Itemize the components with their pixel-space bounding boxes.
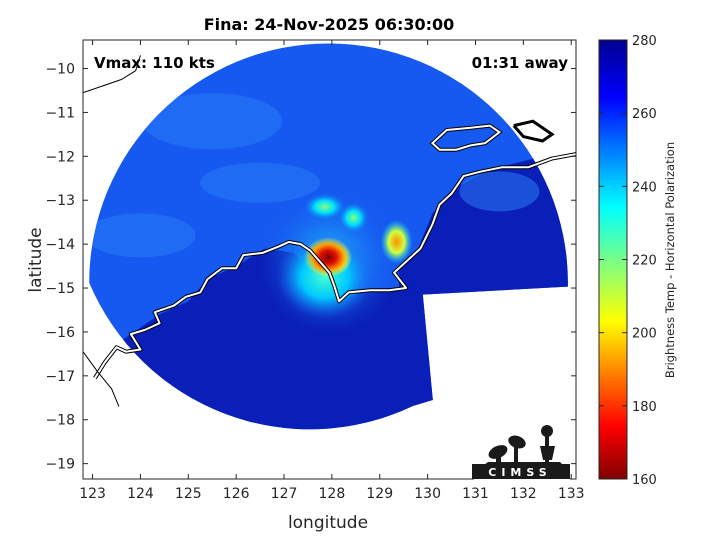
cimss-logo-text: CIMSS	[488, 466, 551, 479]
y-tick-label: −18	[45, 413, 75, 429]
colorbar-tick-label: 240	[632, 180, 657, 195]
timor-outline	[83, 55, 141, 94]
x-tick-label: 129	[366, 486, 393, 502]
colorbar-tick-label: 180	[632, 400, 657, 415]
colorbar-tick-label: 200	[632, 327, 657, 342]
y-tick-label: −12	[45, 149, 75, 165]
storm-features	[259, 189, 413, 334]
colorbar-tick-label: 160	[632, 473, 657, 488]
coastline	[83, 55, 576, 407]
x-tick-label: 132	[510, 486, 537, 502]
colorbar-tick-label: 280	[632, 34, 657, 49]
y-tick-label: −15	[45, 281, 75, 297]
y-tick-label: −13	[45, 193, 75, 209]
coastline-main	[94, 153, 576, 379]
y-tick-label: −14	[45, 237, 75, 253]
x-tick-label: 124	[127, 486, 154, 502]
y-tick-label: −10	[45, 62, 75, 78]
storm-eyewall	[304, 237, 353, 278]
time-away-annotation: 01:31 away	[472, 54, 569, 72]
y-axis-label: latitude	[26, 227, 46, 292]
colorbar-tick-label: 220	[632, 254, 657, 269]
x-axis: 123 124 125 126 127 128 129 130 131 132 133	[79, 40, 585, 502]
colorbar-tick-label: 260	[632, 107, 657, 122]
x-tick-label: 127	[271, 486, 298, 502]
ocean-texture	[89, 93, 540, 258]
x-axis-label: longitude	[288, 513, 368, 533]
colorbar: 280 260 240 220 200 180 160 Brightness Temp - …	[598, 34, 677, 488]
storm-rainband-north	[302, 192, 347, 221]
y-tick-label: −16	[45, 325, 75, 341]
x-tick-label: 128	[319, 486, 346, 502]
x-tick-label: 125	[175, 486, 202, 502]
island-outline-east	[512, 119, 555, 143]
colorbar-label: Brightness Temp - Horizontal Polarizatio…	[663, 142, 677, 378]
y-tick-label: −11	[45, 105, 75, 121]
colorbar-ticks: 280 260 240 220 200 180 160	[599, 34, 657, 488]
wa-coast-outline	[83, 351, 120, 407]
y-tick-label: −19	[45, 457, 75, 473]
x-tick-label: 133	[558, 486, 585, 502]
x-tick-label: 123	[79, 486, 106, 502]
storm-rainband-east	[380, 219, 413, 264]
x-tick-label: 130	[414, 486, 441, 502]
plot-area	[83, 40, 576, 479]
cimss-logo: CIMSS	[472, 413, 570, 480]
plot-frame	[82, 39, 577, 480]
vmax-annotation: Vmax: 110 kts	[94, 54, 215, 72]
chart-title: Fina: 24-Nov-2025 06:30:00	[204, 15, 455, 34]
x-tick-label: 131	[462, 486, 489, 502]
island-outline	[430, 124, 502, 151]
y-tick-label: −17	[45, 369, 75, 385]
y-axis: −10 −11 −12 −13 −14 −15 −16 −17 −18 −19	[45, 62, 576, 473]
x-tick-label: 126	[223, 486, 250, 502]
